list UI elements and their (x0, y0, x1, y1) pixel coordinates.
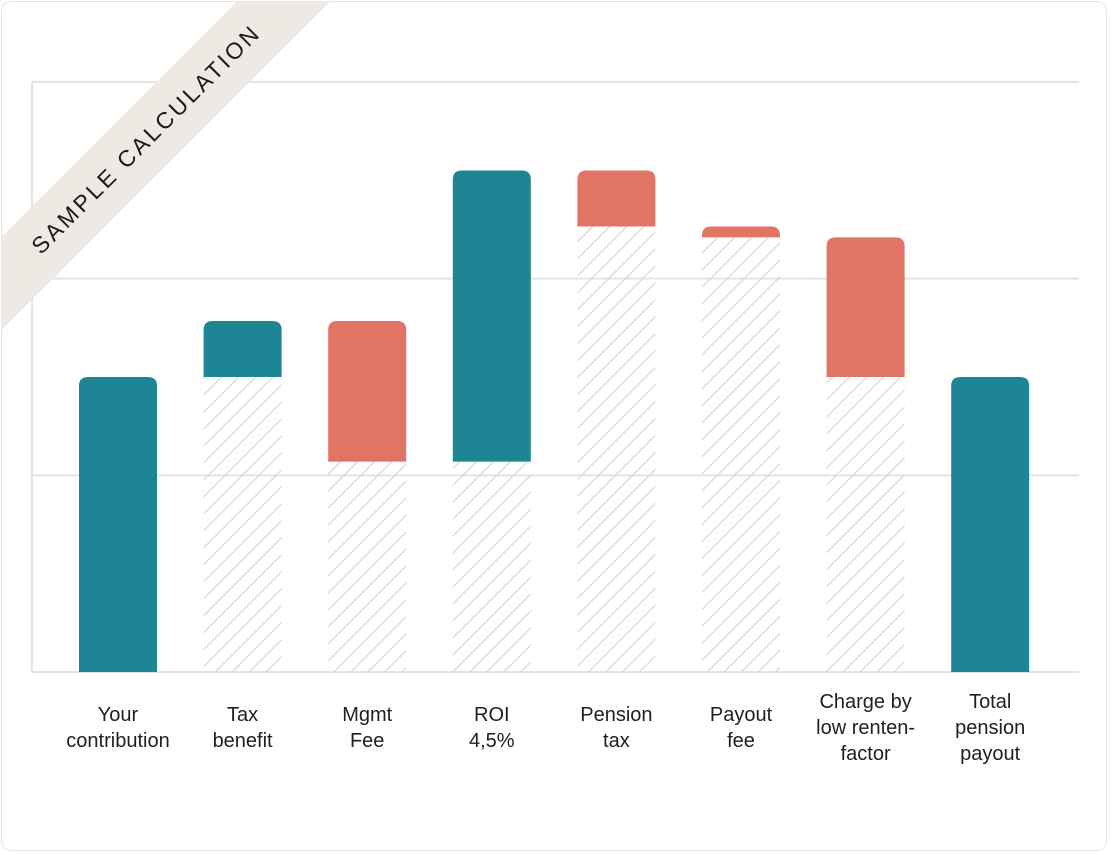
category-label-line: Charge by (819, 691, 911, 713)
category-label: Payout fee (710, 704, 773, 752)
category-label-line: fee (727, 730, 755, 752)
bar-positive (452, 170, 531, 462)
category-label: Pension tax (580, 704, 652, 752)
category-label: Mgmt Fee (342, 704, 392, 752)
bar-positive (79, 377, 157, 672)
bar-hatch-base (826, 377, 905, 672)
category-label-line: payout (960, 743, 1020, 765)
bar-hatch-base (452, 461, 531, 672)
category-label-line: pension (955, 717, 1025, 739)
category-label-line: Your (98, 704, 139, 726)
bar-negative (826, 237, 905, 377)
category-label: Total pension payout (955, 691, 1025, 765)
bar-negative (328, 320, 407, 462)
category-label-line: Mgmt (342, 704, 392, 726)
category-label-line: Total (969, 691, 1011, 713)
bar-hatch-base (203, 377, 282, 672)
category-label-line: contribution (66, 730, 169, 752)
category-label-line: ROI (474, 704, 510, 726)
category-label-line: Tax (227, 704, 258, 726)
category-label: Your contribution (66, 704, 169, 752)
category-label-line: benefit (213, 730, 273, 752)
category-label: Charge by low renten-factor (816, 691, 915, 765)
bar-negative (577, 170, 656, 227)
bar-negative (702, 226, 780, 238)
category-label-line: low renten- (816, 717, 915, 739)
bar-hatch-base (328, 461, 407, 672)
category-label-line: Fee (350, 730, 384, 752)
category-label-line: Pension (580, 704, 652, 726)
bar-hatch-base (577, 226, 656, 673)
bar-hatch-base (702, 237, 780, 672)
category-label-line: tax (603, 730, 630, 752)
category-label: ROI 4,5% (469, 704, 515, 752)
bar-positive (203, 320, 282, 377)
gridlines (31, 81, 1079, 673)
category-label-line: 4,5% (469, 730, 515, 752)
category-labels: Your contribution Tax benefit Mgmt Fee ROI 4,5%… (66, 691, 1025, 765)
bar-positive (951, 377, 1030, 672)
bars (79, 170, 1030, 673)
category-label-line: factor (841, 743, 891, 765)
category-label: Tax benefit (213, 704, 273, 752)
category-label-line: Payout (710, 704, 773, 726)
